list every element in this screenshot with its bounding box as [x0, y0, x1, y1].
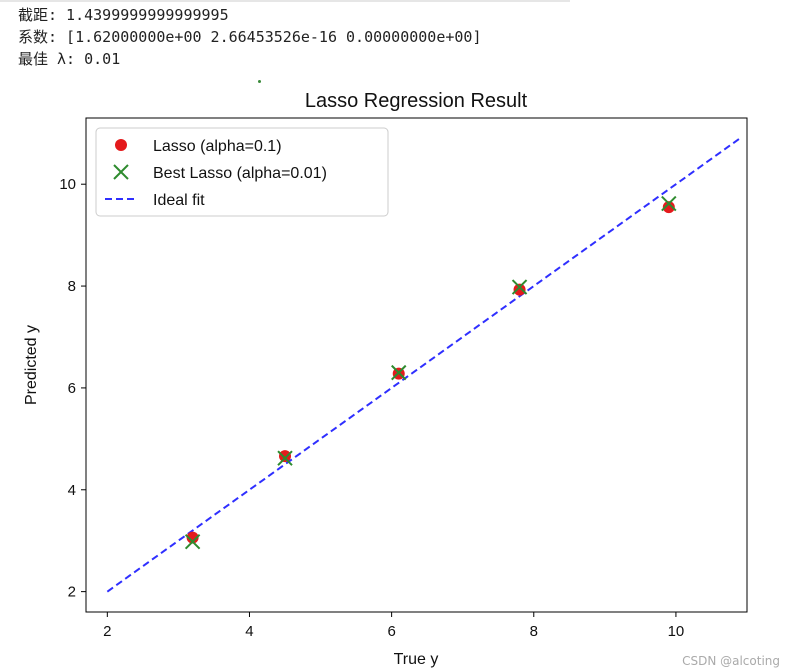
best-lasso-point — [511, 279, 528, 295]
plot-frame — [85, 117, 748, 613]
legend-label: Ideal fit — [153, 192, 205, 209]
divider-line — [0, 0, 570, 2]
x-tick-label: 6 — [387, 623, 395, 640]
legend-label: Lasso (alpha=0.1) — [153, 138, 282, 155]
y-tick-label: 10 — [59, 176, 76, 193]
best-lasso-point — [661, 195, 677, 212]
best-lasso-point — [277, 450, 293, 466]
y-tick-label: 6 — [68, 380, 76, 397]
legend-label: Best Lasso (alpha=0.01) — [153, 165, 327, 182]
lasso-point — [513, 283, 526, 296]
legend-lasso-marker — [115, 139, 127, 151]
best-lasso-point — [391, 364, 407, 381]
best-lasso-point — [184, 534, 201, 550]
x-tick-label: 8 — [530, 623, 538, 640]
coef-line: 系数: [1.62000000e+00 2.66453526e-16 0.000… — [18, 28, 482, 46]
x-tick-label: 4 — [245, 623, 253, 640]
lasso-point — [279, 450, 292, 463]
legend-box — [95, 127, 389, 217]
lasso-point — [186, 531, 199, 544]
x-tick-label: 2 — [103, 623, 111, 640]
y-tick-label: 2 — [68, 584, 76, 601]
x-axis-label: True y — [394, 651, 439, 668]
stray-dot — [258, 80, 261, 83]
y-tick-label: 8 — [68, 278, 76, 295]
x-tick-label: 10 — [668, 623, 685, 640]
y-axis-label: Predicted y — [23, 325, 40, 405]
legend-best-marker — [113, 164, 129, 180]
console-output: 截距: 1.4399999999999995 系数: [1.62000000e+0… — [18, 4, 481, 70]
intercept-line: 截距: 1.4399999999999995 — [18, 6, 229, 24]
chart-title: Lasso Regression Result — [305, 90, 528, 112]
lasso-point — [662, 201, 675, 214]
lambda-line: 最佳 λ: 0.01 — [18, 50, 121, 68]
watermark: CSDN @alcoting — [682, 654, 780, 668]
ideal-fit-line — [106, 137, 741, 593]
y-tick-label: 4 — [68, 482, 76, 499]
